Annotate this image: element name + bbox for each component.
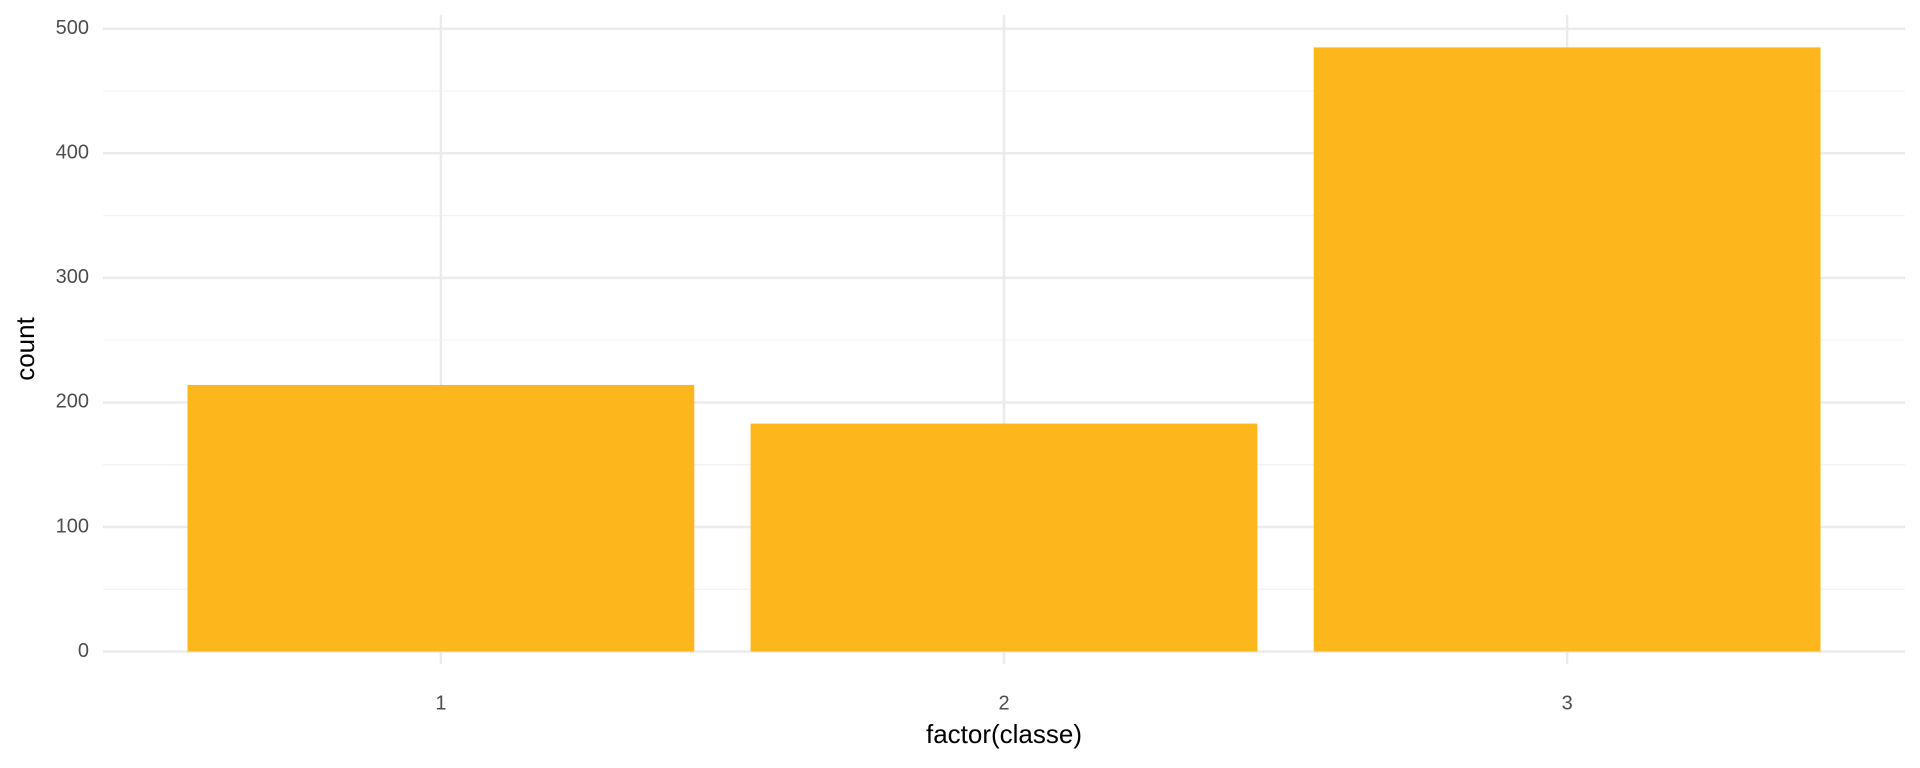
y-tick-label: 500 [56, 17, 89, 39]
y-tick-label: 100 [56, 515, 89, 537]
y-axis-title: count [10, 316, 40, 380]
bar [187, 384, 695, 652]
x-tick-label: 1 [435, 692, 446, 714]
x-axis-title: factor(classe) [926, 719, 1082, 749]
x-tick-label: 2 [998, 692, 1009, 714]
y-tick-label: 400 [56, 142, 89, 164]
x-tick-label: 3 [1562, 692, 1573, 714]
bar [1313, 47, 1821, 652]
bar [750, 423, 1258, 652]
y-tick-label: 0 [78, 640, 89, 662]
y-tick-label: 200 [56, 391, 89, 413]
y-tick-label: 300 [56, 266, 89, 288]
